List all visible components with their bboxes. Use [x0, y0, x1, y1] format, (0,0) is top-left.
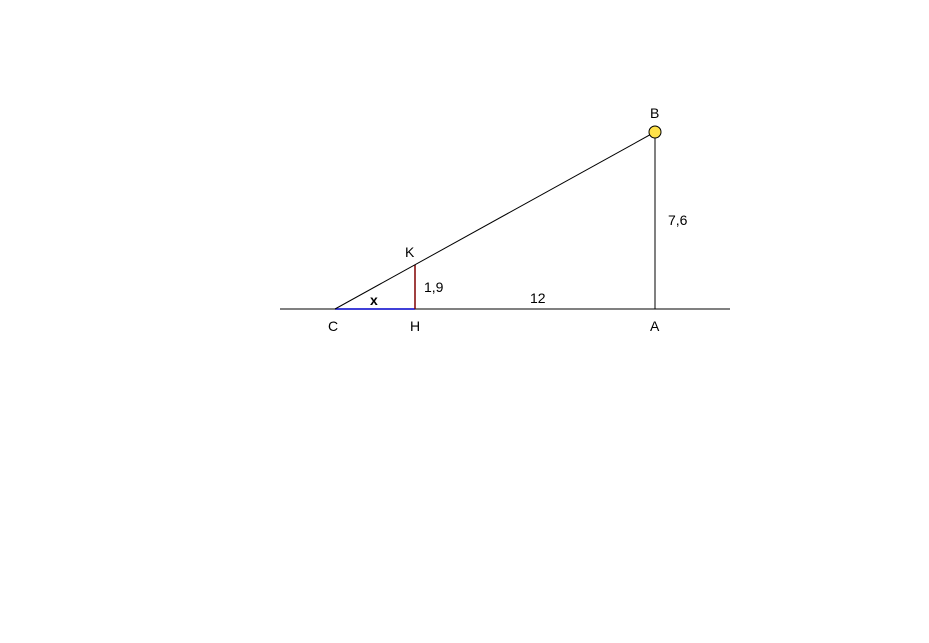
point-b-marker [649, 126, 661, 138]
label-h: H [410, 318, 420, 334]
label-a: A [650, 318, 660, 334]
label-k: K [405, 244, 415, 260]
value-kh: 1,9 [424, 279, 444, 295]
label-c: C [328, 318, 338, 334]
geometry-diagram: A B C H K 7,6 1,9 12 x [0, 0, 929, 643]
value-ha: 12 [530, 290, 546, 306]
label-b: B [650, 105, 659, 121]
variable-x: x [370, 292, 378, 308]
value-ab: 7,6 [668, 212, 688, 228]
segment-cb [335, 132, 655, 309]
